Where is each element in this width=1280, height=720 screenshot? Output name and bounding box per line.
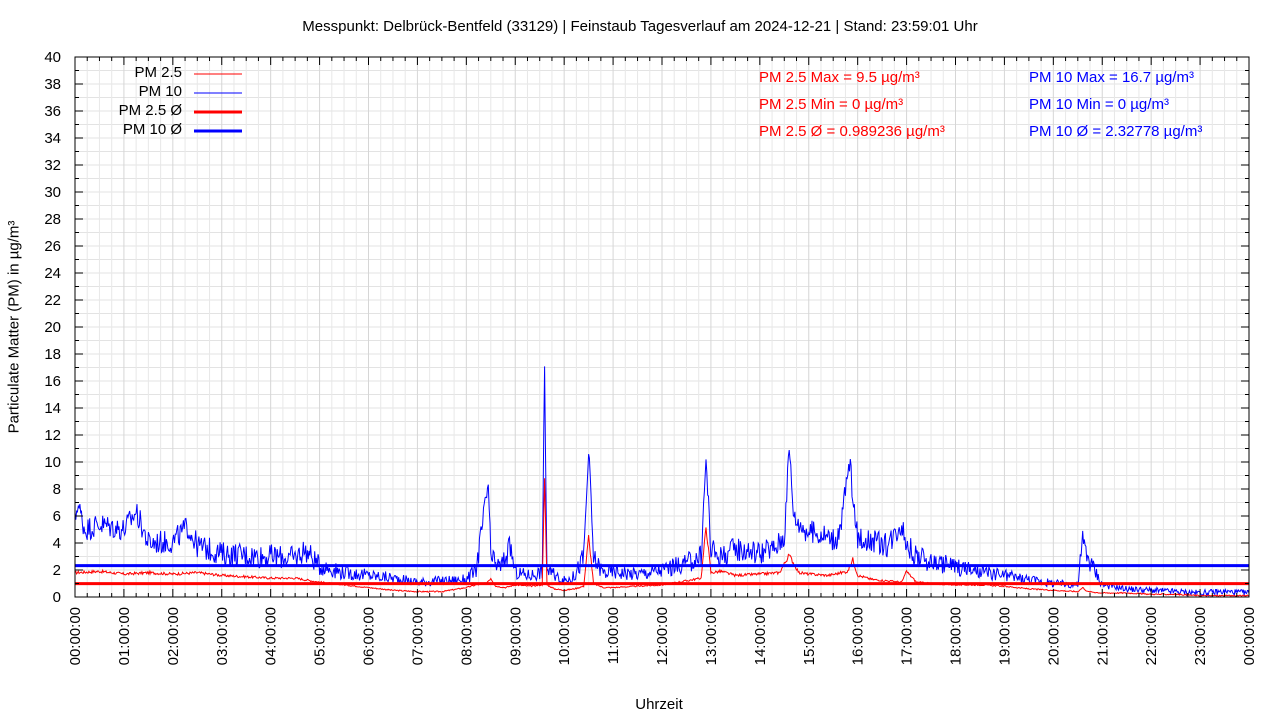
x-tick-label: 04:00:00 bbox=[263, 607, 280, 665]
x-tick-label: 02:00:00 bbox=[165, 607, 182, 665]
legend-label: PM 10 Ø bbox=[122, 121, 182, 138]
legend-label: PM 10 bbox=[138, 83, 182, 100]
stat-pm10-max: PM 10 Max = 16.7 µg/m³ bbox=[1029, 69, 1194, 86]
x-tick-label: 00:00:00 bbox=[1241, 607, 1258, 665]
legend-entry-pm25-avg: PM 2.5 Ø bbox=[72, 102, 194, 119]
legend-lines bbox=[194, 73, 242, 133]
y-tick-label: 2 bbox=[53, 562, 61, 579]
x-tick-label: 08:00:00 bbox=[458, 607, 475, 665]
y-tick-label: 36 bbox=[44, 103, 61, 120]
y-tick-label: 30 bbox=[44, 184, 61, 201]
legend-entry-pm25: PM 2.5 bbox=[72, 64, 194, 81]
chart-ticks: 024681012141618202224262830323436384000:… bbox=[44, 49, 1258, 665]
y-tick-label: 12 bbox=[44, 427, 61, 444]
y-tick-label: 34 bbox=[44, 130, 61, 147]
x-tick-label: 07:00:00 bbox=[409, 607, 426, 665]
x-tick-label: 19:00:00 bbox=[996, 607, 1013, 665]
chart-title: Messpunkt: Delbrück-Bentfeld (33129) | F… bbox=[302, 18, 978, 35]
y-tick-label: 10 bbox=[44, 454, 61, 471]
y-axis-label: Particulate Matter (PM) in µg/m³ bbox=[5, 220, 23, 434]
legend-label: PM 2.5 bbox=[134, 64, 182, 81]
x-axis-label: Uhrzeit bbox=[635, 696, 683, 713]
stat-pm25-min: PM 2.5 Min = 0 µg/m³ bbox=[759, 96, 904, 113]
y-tick-label: 14 bbox=[44, 400, 61, 417]
y-tick-label: 26 bbox=[44, 238, 61, 255]
legend-entry-pm10-avg: PM 10 Ø bbox=[72, 121, 194, 138]
y-tick-label: 38 bbox=[44, 76, 61, 93]
stat-pm25-avg: PM 2.5 Ø = 0.989236 µg/m³ bbox=[759, 123, 945, 140]
y-tick-label: 0 bbox=[53, 589, 61, 606]
y-tick-label: 24 bbox=[44, 265, 61, 282]
x-tick-label: 17:00:00 bbox=[899, 607, 916, 665]
x-tick-label: 05:00:00 bbox=[312, 607, 329, 665]
x-tick-label: 16:00:00 bbox=[850, 607, 867, 665]
x-tick-label: 11:00:00 bbox=[605, 607, 622, 664]
legend-entry-pm10: PM 10 bbox=[72, 83, 194, 100]
y-tick-label: 40 bbox=[44, 49, 61, 66]
y-tick-label: 22 bbox=[44, 292, 61, 309]
y-tick-label: 6 bbox=[53, 508, 61, 525]
y-tick-label: 28 bbox=[44, 211, 61, 228]
x-tick-label: 13:00:00 bbox=[703, 607, 720, 665]
y-tick-label: 16 bbox=[44, 373, 61, 390]
stat-pm10-avg: PM 10 Ø = 2.32778 µg/m³ bbox=[1029, 123, 1203, 140]
x-tick-label: 22:00:00 bbox=[1143, 607, 1160, 665]
x-tick-label: 21:00:00 bbox=[1094, 607, 1111, 665]
x-tick-label: 15:00:00 bbox=[801, 607, 818, 665]
y-tick-label: 18 bbox=[44, 346, 61, 363]
x-tick-label: 23:00:00 bbox=[1192, 607, 1209, 665]
x-tick-label: 00:00:00 bbox=[67, 607, 84, 665]
chart-series bbox=[74, 366, 1250, 598]
stat-pm10-min: PM 10 Min = 0 µg/m³ bbox=[1029, 96, 1169, 113]
x-tick-label: 20:00:00 bbox=[1045, 607, 1062, 665]
y-tick-label: 32 bbox=[44, 157, 61, 174]
y-tick-label: 20 bbox=[44, 319, 61, 336]
y-tick-label: 4 bbox=[53, 535, 61, 552]
x-tick-label: 06:00:00 bbox=[361, 607, 378, 665]
x-tick-label: 09:00:00 bbox=[507, 607, 524, 665]
x-tick-label: 12:00:00 bbox=[654, 607, 671, 665]
y-tick-label: 8 bbox=[53, 481, 61, 498]
x-tick-label: 10:00:00 bbox=[556, 607, 573, 665]
stat-pm25-max: PM 2.5 Max = 9.5 µg/m³ bbox=[759, 69, 920, 86]
x-tick-label: 01:00:00 bbox=[116, 607, 133, 665]
x-tick-label: 14:00:00 bbox=[752, 607, 769, 665]
x-tick-label: 03:00:00 bbox=[214, 607, 231, 665]
x-tick-label: 18:00:00 bbox=[948, 607, 965, 665]
legend-label: PM 2.5 Ø bbox=[118, 102, 182, 119]
